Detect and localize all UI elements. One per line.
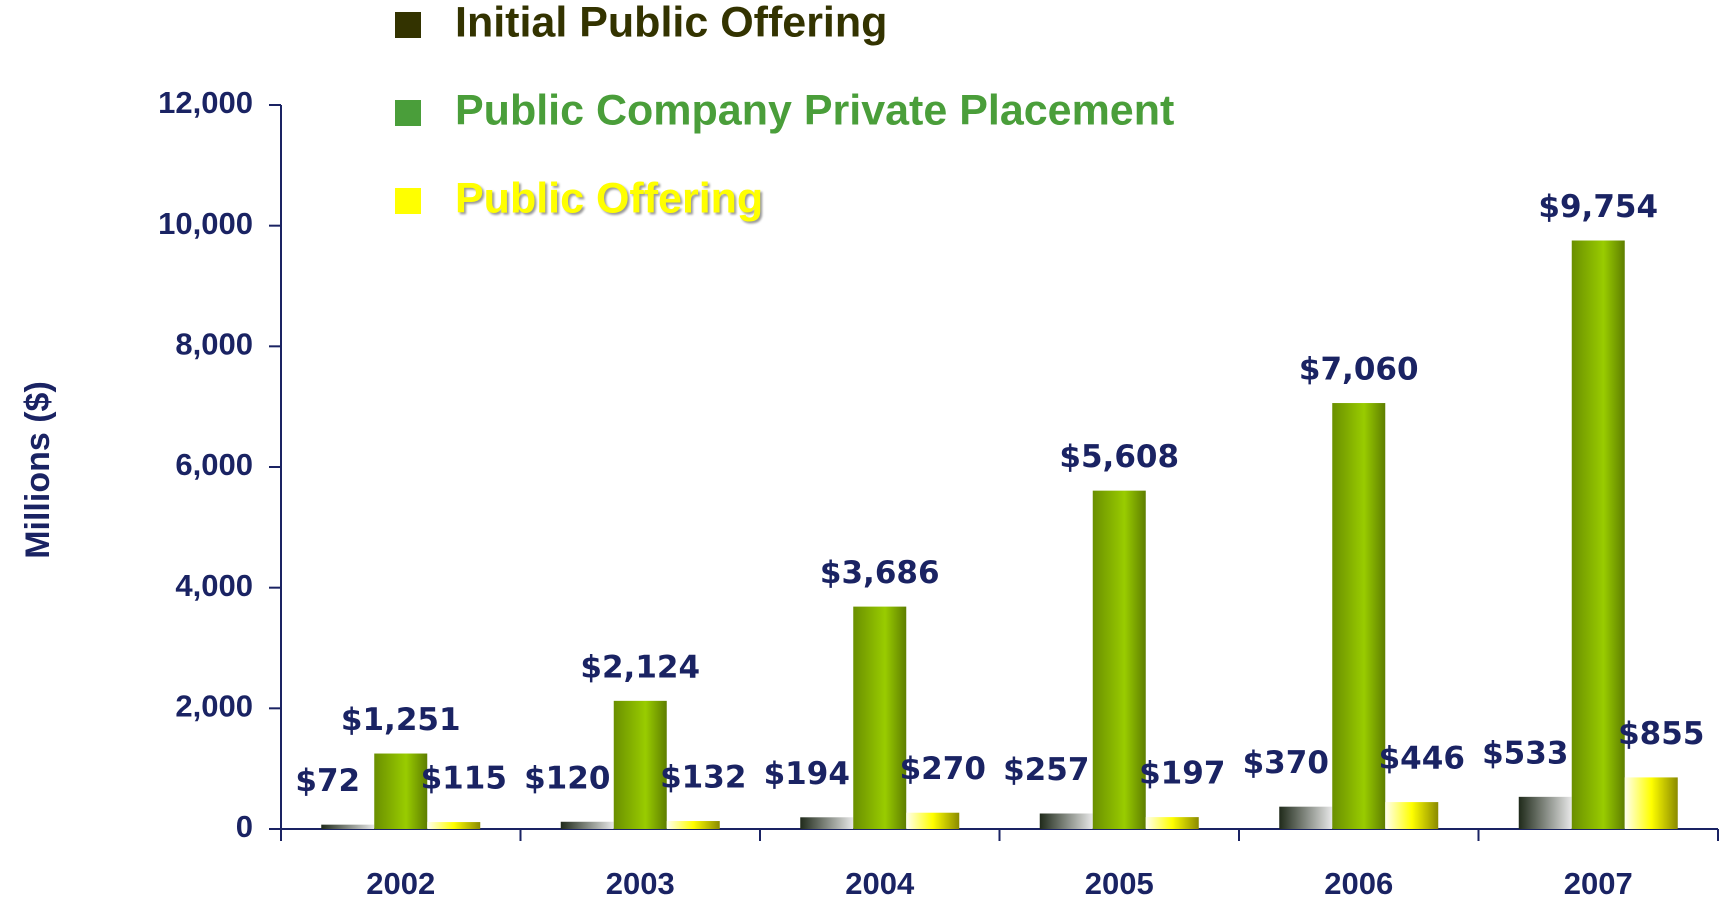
legend-swatch (395, 12, 421, 38)
value-label: $257 (1003, 752, 1089, 788)
bar (427, 822, 481, 829)
y-tick-label: 0 (236, 809, 253, 844)
x-tick-label: 2003 (606, 866, 675, 901)
bar (321, 824, 375, 829)
bar (666, 821, 720, 829)
bar (1279, 806, 1333, 829)
x-tick-label: 2006 (1324, 866, 1393, 901)
x-tick-label: 2005 (1085, 866, 1154, 901)
value-label: $5,608 (1059, 439, 1179, 475)
value-label: $3,686 (820, 555, 940, 591)
bar (1624, 777, 1678, 829)
value-label: $855 (1618, 716, 1704, 752)
legend-swatch (395, 100, 421, 126)
value-label: $194 (764, 756, 850, 792)
bar (1518, 796, 1572, 829)
bar (906, 812, 960, 829)
bar (1092, 490, 1146, 829)
bar (1145, 817, 1199, 829)
y-tick-label: 10,000 (158, 206, 253, 241)
x-tick-label: 2007 (1564, 866, 1633, 901)
y-tick-label: 8,000 (175, 327, 253, 362)
bar (1039, 813, 1093, 829)
y-tick-label: 12,000 (158, 85, 253, 120)
value-label: $197 (1139, 756, 1225, 792)
x-tick-label: 2002 (366, 866, 435, 901)
bar (560, 821, 614, 829)
bar (800, 817, 854, 829)
value-label: $9,754 (1538, 189, 1658, 225)
value-label: $270 (900, 751, 986, 787)
legend-label: Public Company Private Placement (455, 86, 1174, 134)
legend-swatch (395, 188, 421, 214)
y-tick-label: 2,000 (175, 689, 253, 724)
bar (853, 606, 907, 829)
bar (1571, 240, 1625, 829)
value-label: $533 (1482, 735, 1568, 771)
legend-label: Initial Public Offering (455, 0, 887, 46)
value-label: $132 (660, 760, 746, 796)
y-tick-label: 6,000 (175, 447, 253, 482)
value-label: $2,124 (580, 649, 700, 685)
value-label: $120 (524, 760, 610, 796)
value-label: $1,251 (341, 702, 461, 738)
bar (1385, 802, 1439, 829)
value-label: $370 (1243, 745, 1329, 781)
y-axis-label: Millions ($) (19, 381, 57, 559)
value-label: $72 (295, 763, 360, 799)
value-label: $115 (421, 761, 507, 797)
x-tick-label: 2004 (845, 866, 915, 901)
bar (374, 753, 428, 829)
bar (613, 700, 667, 829)
bar (1332, 403, 1386, 829)
y-tick-label: 4,000 (175, 568, 253, 603)
value-label: $7,060 (1299, 352, 1419, 388)
value-label: $446 (1379, 741, 1465, 777)
legend-label: Public Offering (455, 174, 763, 222)
